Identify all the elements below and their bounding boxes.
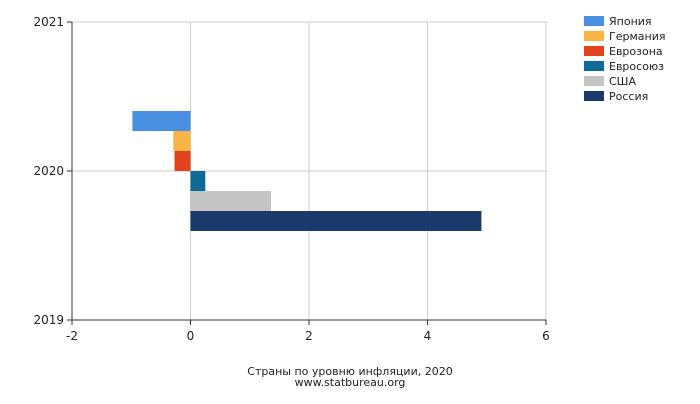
bar-6[interactable] [190,211,482,231]
y-tick-label: 2020 [33,164,64,178]
x-tick-label: 2 [305,329,313,343]
x-tick-label: 6 [542,329,550,343]
chart-caption: Страны по уровню инфляции, 2020 [247,365,452,378]
x-tick-label: 4 [424,329,432,343]
legend-swatch [584,76,604,86]
legend: Япония Германия Еврозона Евросоюз США Россия [584,15,665,103]
bar-2[interactable] [173,131,191,151]
bar-3[interactable] [174,151,191,171]
legend-label[interactable]: Германия [609,30,665,43]
legend-swatch [584,31,604,41]
y-tick-label: 2021 [33,15,64,29]
y-tick-label: 2019 [33,313,64,327]
legend-swatch [584,46,604,56]
legend-swatch [584,16,604,26]
legend-label[interactable]: Япония [609,15,652,28]
x-tick-label: 0 [187,329,195,343]
x-tick-label: -2 [66,329,78,343]
chart-source: www.statbureau.org [295,376,406,389]
legend-label[interactable]: Еврозона [609,45,663,58]
legend-label[interactable]: США [609,75,636,88]
legend-swatch [584,91,604,101]
axes: -2 0 2 4 6 2019 2020 2021 [33,15,549,343]
legend-label[interactable]: Евросоюз [609,60,664,73]
bar-5[interactable] [190,191,272,211]
legend-swatch [584,61,604,71]
bars [132,111,482,231]
legend-label[interactable]: Россия [609,90,648,103]
bar-1[interactable] [132,111,191,131]
bar-4[interactable] [190,171,206,191]
grid [71,21,547,321]
